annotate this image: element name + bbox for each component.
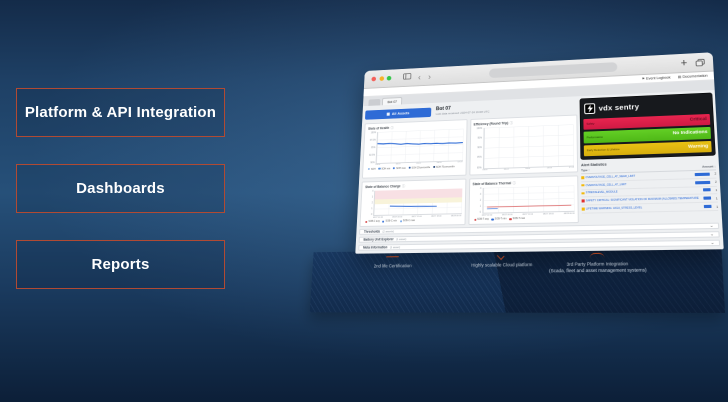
feature-marker-bar (386, 256, 399, 258)
address-bar[interactable] (489, 61, 618, 78)
amount-bar (702, 196, 711, 201)
nav-button-label: Platform & API Integration (24, 104, 217, 121)
bookmark-icon: ⚑ (641, 76, 645, 81)
sob-thermal-line (487, 205, 571, 207)
sort-down-icon: ↓ (714, 164, 716, 169)
brand-name: vdx sentry (598, 101, 640, 113)
new-tab-icon[interactable]: + (680, 56, 688, 69)
charts-column: ▦ All Assets Bot 07 Last data received: … (359, 99, 579, 227)
amount-bar (694, 180, 710, 185)
nav-button-label: Reports (91, 256, 150, 273)
sentry-column: vdx sentry Safety Critical Performance N… (580, 93, 719, 223)
sidebar-toggle-icon[interactable] (402, 73, 411, 82)
forward-icon[interactable]: › (428, 71, 432, 81)
alert-link[interactable]: OVERVOLTAGE_CELL_AT_LIMIT (585, 182, 627, 187)
warning-icon (581, 191, 585, 195)
tab-overview-icon[interactable] (695, 53, 705, 71)
warning-icon (581, 176, 584, 179)
feature-marker-chevron (496, 252, 505, 261)
document-icon: ▤ (677, 75, 682, 80)
soh-plot (375, 128, 464, 164)
column-header-amount[interactable]: Amount ↓ (701, 164, 716, 169)
sob-thermal-plot (481, 185, 575, 214)
nav-button-dashboards[interactable]: Dashboards (16, 164, 225, 213)
nav-button-label: Dashboards (76, 180, 165, 197)
status-badge: No Indications (672, 130, 708, 137)
feature-caption: 3rd Party Platform Integration (Scada, f… (549, 261, 647, 274)
sob-charge-legend: SOB-C avg SOB-C min SOB-C max (365, 218, 461, 223)
alert-link[interactable]: OVERVOLTAGE_CELL_AT_NEAR_LIMIT (585, 174, 636, 180)
all-assets-button[interactable]: ▦ All Assets (364, 107, 432, 120)
lightning-bolt-icon (584, 102, 596, 114)
status-bar-performance: Performance No Indications (583, 126, 712, 143)
amount-bar (694, 172, 710, 177)
chart-card-efficiency: Efficiency (Round Trip) ⓘ 100% 95% 90% 85% 80… (468, 114, 579, 176)
info-icon[interactable]: ⓘ (401, 184, 406, 189)
efficiency-plot (482, 123, 574, 169)
status-bar-lifetime: Early Detection & Lifetime Warning (583, 140, 712, 157)
amount-bar (703, 204, 712, 209)
sort-up-icon: ↑ (588, 168, 590, 173)
zoom-window-button[interactable] (386, 75, 392, 81)
vdx-sentry-card: vdx sentry Safety Critical Performance N… (580, 93, 716, 160)
close-window-button[interactable] (371, 76, 377, 82)
alert-row: LIFETIME WARNING: HIGH_STRESS_LEVEL 1 (581, 202, 719, 214)
nav-button-reports[interactable]: Reports (16, 240, 225, 289)
feature-marker-arc (589, 252, 605, 259)
documentation-link[interactable]: ▤ Documentation (677, 73, 708, 80)
back-icon[interactable]: ‹ (417, 72, 421, 82)
feature-caption: 2nd life Certification (373, 263, 412, 269)
browser-window: ‹ › + ⚑ Event Logbook ▤ Documentation Bo… (355, 52, 724, 254)
amount-bar (702, 188, 711, 192)
browser-scene: 2nd life Certification Highly scalable C… (309, 52, 727, 314)
sob-thermal-legend: SOB-T avg SOB-T min SOB-T max (473, 216, 575, 221)
warning-icon (581, 207, 585, 211)
dashboard-content: ▦ All Assets Bot 07 Last data received: … (355, 90, 724, 254)
alert-link[interactable]: STRESSLEVEL_MODULE (585, 190, 618, 195)
status-badge: Critical (689, 116, 707, 123)
grid-icon: ▦ (386, 111, 391, 117)
feature-panel: 2nd life Certification Highly scalable C… (309, 247, 726, 314)
sob-charge-plot (373, 188, 462, 216)
alert-link[interactable]: LIFETIME WARNING: HIGH_STRESS_LEVEL (585, 206, 643, 211)
nav-button-platform-api[interactable]: Platform & API Integration (16, 88, 225, 137)
info-icon[interactable]: ⓘ (509, 121, 513, 125)
critical-icon (581, 199, 585, 203)
warning-icon (581, 184, 585, 187)
minimize-window-button[interactable] (379, 76, 384, 81)
info-icon[interactable]: ⓘ (512, 181, 516, 186)
info-icon[interactable]: ⓘ (390, 125, 394, 130)
chart-card-soh: State of Health ⓘ 100% 97.5% 95% 92.5% 90% (361, 118, 468, 179)
alert-link[interactable]: SAFETY CRITICAL: SIGNIFICANT VIOLATION O… (585, 196, 699, 203)
sob-charge-line (390, 205, 437, 207)
column-header-type[interactable]: Type ↑ (581, 168, 590, 173)
status-badge: Warning (687, 143, 709, 150)
event-logbook-link[interactable]: ⚑ Event Logbook (641, 75, 671, 81)
soh-line (377, 140, 463, 145)
alert-statistics: Alert Statistics Type ↑ Amount ↓ OVERVOL… (581, 158, 719, 223)
